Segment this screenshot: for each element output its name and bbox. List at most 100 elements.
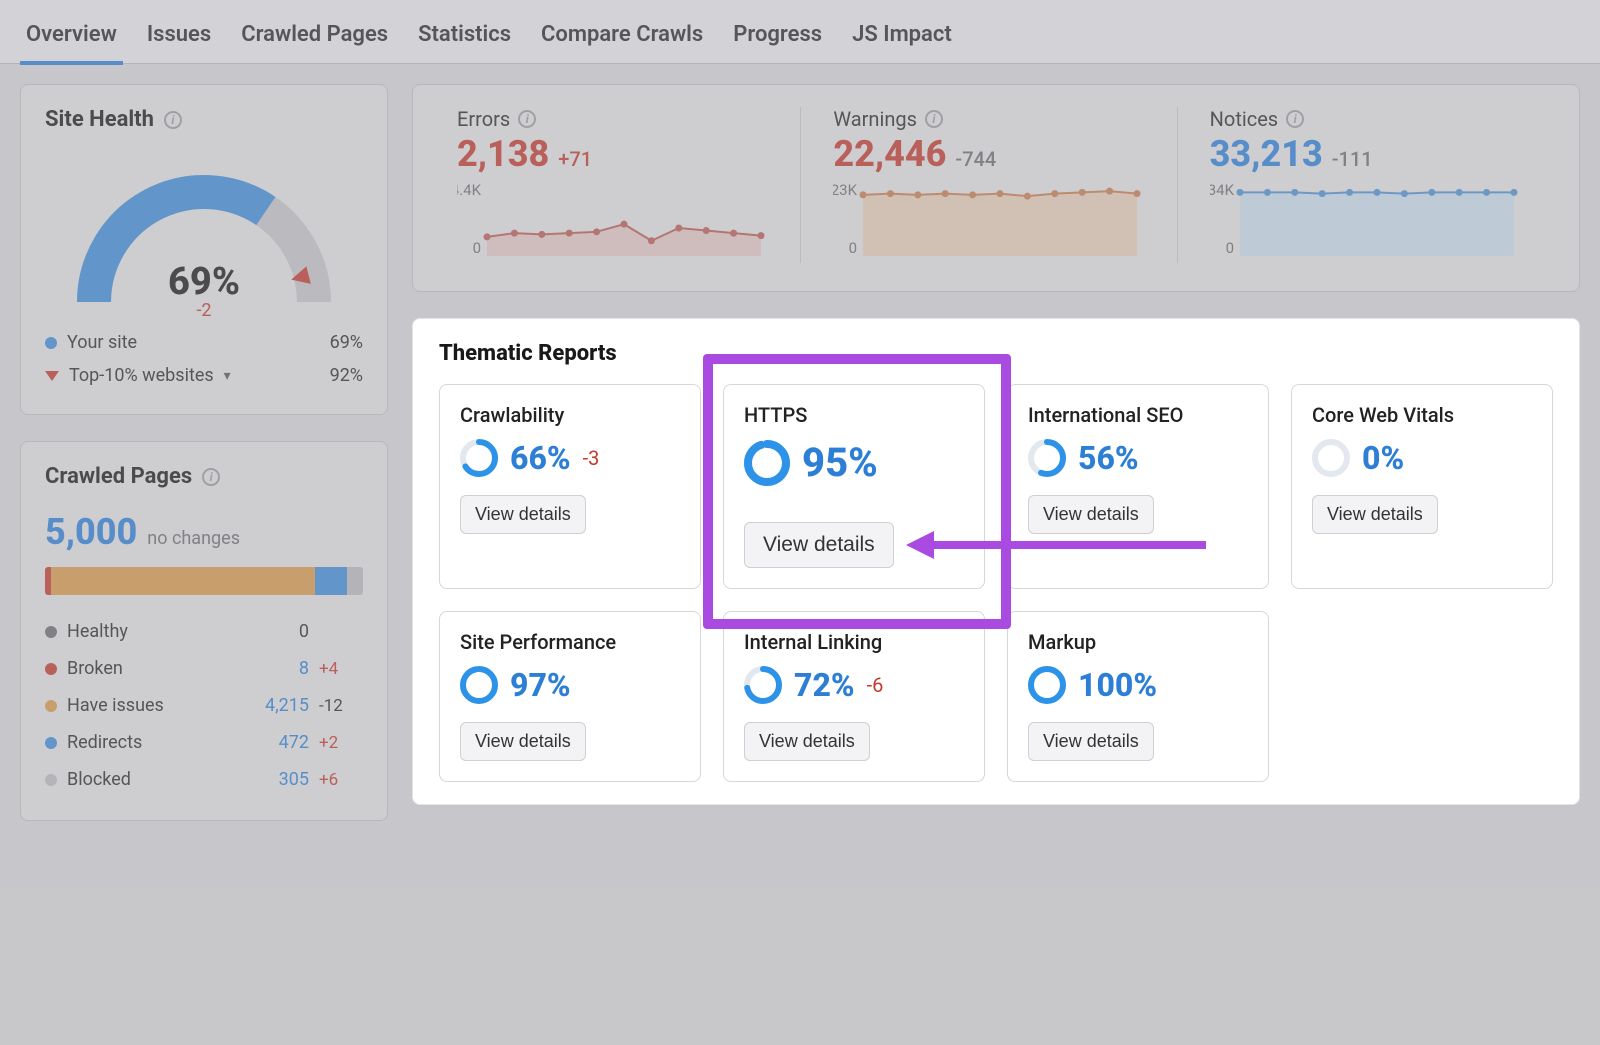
crawled-label: Blocked: [67, 769, 231, 790]
view-details-button[interactable]: View details: [460, 722, 586, 761]
ring-icon: [744, 440, 790, 486]
info-icon[interactable]: i: [164, 111, 182, 129]
dot-icon: [45, 337, 57, 349]
legend-label: Your site: [67, 332, 137, 353]
issue-col-notices[interactable]: Noticesi33,213 -11134K0: [1192, 107, 1553, 263]
report-delta: -6: [867, 673, 884, 697]
crawled-row[interactable]: Healthy 0: [45, 613, 363, 650]
report-card-internal-linking: Internal Linking 72% -6 View details: [723, 611, 985, 782]
report-delta: -3: [583, 446, 600, 470]
report-percent: 100%: [1078, 666, 1157, 704]
report-percent: 72%: [794, 666, 855, 704]
crawled-label: Redirects: [67, 732, 231, 753]
crawled-row[interactable]: Broken8+4: [45, 650, 363, 687]
view-details-button[interactable]: View details: [744, 722, 870, 761]
dot-icon: [45, 774, 57, 786]
report-percent: 95%: [802, 439, 878, 486]
issue-value: 2,138: [457, 133, 549, 175]
report-name: Crawlability: [460, 403, 680, 427]
crawled-row[interactable]: Blocked 305 +6: [45, 761, 363, 798]
chevron-down-icon[interactable]: ▾: [224, 368, 231, 384]
site-health-gauge: 69%-2: [45, 132, 363, 326]
crawled-sub: no changes: [147, 528, 240, 549]
issue-value: 33,213: [1210, 133, 1323, 175]
svg-text:34K: 34K: [1210, 183, 1235, 199]
view-details-button[interactable]: View details: [1312, 495, 1438, 534]
crawled-value: 305: [241, 769, 309, 790]
issue-col-errors[interactable]: Errorsi2,138 +714.4K0: [439, 107, 801, 263]
report-name: Site Performance: [460, 630, 680, 654]
ring-icon: [744, 666, 782, 704]
report-percent: 97%: [510, 666, 571, 704]
info-icon[interactable]: i: [202, 468, 220, 486]
view-details-button[interactable]: View details: [1028, 495, 1154, 534]
info-icon[interactable]: i: [518, 110, 536, 128]
view-details-button[interactable]: View details: [744, 522, 894, 568]
dot-icon: [45, 663, 57, 675]
report-name: International SEO: [1028, 403, 1248, 427]
svg-text:0: 0: [1225, 239, 1233, 257]
svg-text:0: 0: [473, 239, 481, 257]
issues-summary-card: Errorsi2,138 +714.4K0Warningsi22,446 -74…: [412, 84, 1580, 292]
crawled-delta: +4: [319, 659, 363, 679]
report-name: HTTPS: [744, 403, 964, 427]
site-health-title: Site Health: [45, 107, 154, 132]
tab-js-impact[interactable]: JS Impact: [846, 12, 958, 65]
ring-icon: [460, 666, 498, 704]
bar-segment: [347, 567, 363, 595]
ring-icon: [460, 439, 498, 477]
sparkline: 4.4K 0: [457, 183, 767, 259]
report-card-https: HTTPS 95% View details: [723, 384, 985, 589]
report-card-international-seo: International SEO56%View details: [1007, 384, 1269, 589]
svg-text:0: 0: [849, 239, 857, 257]
crawled-value: 0: [241, 621, 309, 642]
legend-row[interactable]: Top-10% websites▾92%: [45, 359, 363, 392]
tab-compare-crawls[interactable]: Compare Crawls: [535, 12, 709, 65]
issue-col-warnings[interactable]: Warningsi22,446 -74423K0: [815, 107, 1177, 263]
ring-icon: [1028, 439, 1066, 477]
dot-icon: [45, 700, 57, 712]
report-percent: 0%: [1362, 439, 1404, 477]
crawled-delta: -12: [319, 696, 363, 716]
svg-text:4.4K: 4.4K: [457, 183, 482, 199]
thematic-title: Thematic Reports: [439, 341, 1553, 366]
report-card-core-web-vitals: Core Web Vitals0%View details: [1291, 384, 1553, 589]
crawled-value: 472: [241, 732, 309, 753]
tab-bar: Overview Issues Crawled Pages Statistics Com…: [0, 0, 1600, 64]
crawled-label: Healthy: [67, 621, 231, 642]
crawled-total: 5,000: [45, 511, 137, 553]
legend-value: 92%: [330, 365, 363, 386]
issue-delta: -111: [1332, 147, 1373, 171]
crawled-value: 4,215: [241, 695, 309, 716]
crawled-value: 8: [241, 658, 309, 679]
info-icon[interactable]: i: [925, 110, 943, 128]
crawled-bar: [45, 567, 363, 595]
svg-text:-2: -2: [196, 300, 211, 321]
tab-progress[interactable]: Progress: [727, 12, 828, 65]
tab-crawled-pages[interactable]: Crawled Pages: [235, 12, 394, 65]
report-name: Markup: [1028, 630, 1248, 654]
view-details-button[interactable]: View details: [1028, 722, 1154, 761]
dot-icon: [45, 737, 57, 749]
info-icon[interactable]: i: [1286, 110, 1304, 128]
report-name: Internal Linking: [744, 630, 964, 654]
crawled-pages-card: Crawled Pages i 5,000 no changes Healthy…: [20, 441, 388, 821]
svg-text:69%: 69%: [168, 260, 240, 304]
issue-label: Warnings: [833, 107, 917, 131]
ring-icon: [1312, 439, 1350, 477]
tab-issues[interactable]: Issues: [141, 12, 217, 65]
crawled-row[interactable]: Have issues4,215-12: [45, 687, 363, 724]
crawled-row[interactable]: Redirects472+2: [45, 724, 363, 761]
dot-icon: [45, 626, 57, 638]
legend-value: 69%: [330, 332, 363, 353]
legend-row: Your site 69%: [45, 326, 363, 359]
issue-delta: +71: [558, 147, 592, 171]
issue-value: 22,446: [833, 133, 946, 175]
report-card-crawlability: Crawlability66%-3View details: [439, 384, 701, 589]
tab-statistics[interactable]: Statistics: [412, 12, 517, 65]
crawled-delta: +6: [319, 770, 363, 790]
ring-icon: [1028, 666, 1066, 704]
crawled-pages-title: Crawled Pages: [45, 464, 192, 489]
tab-overview[interactable]: Overview: [20, 12, 123, 65]
view-details-button[interactable]: View details: [460, 495, 586, 534]
